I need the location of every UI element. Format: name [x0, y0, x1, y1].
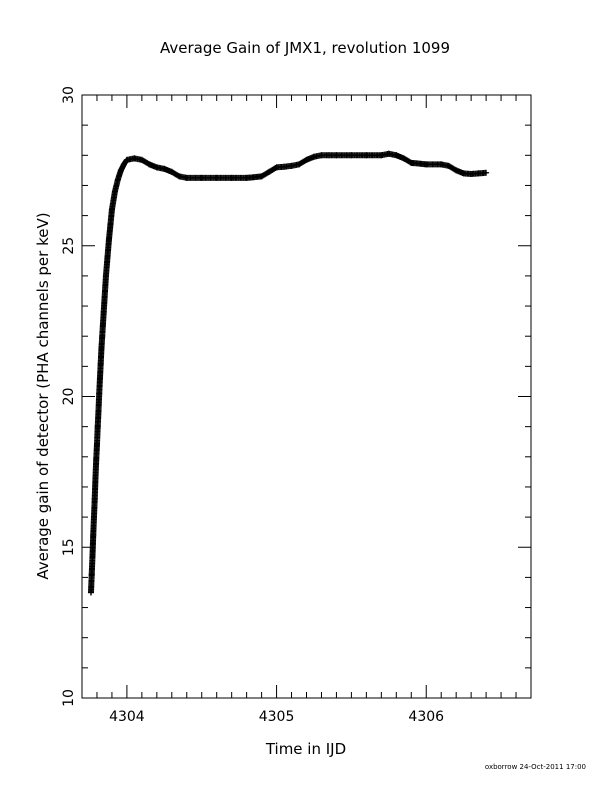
- data-point: [378, 152, 385, 159]
- data-point: [123, 156, 130, 163]
- data-point: [176, 173, 183, 180]
- data-point: [318, 152, 325, 159]
- y-tick-label-25: 25: [61, 237, 77, 255]
- data-point: [198, 174, 205, 181]
- data-point: [138, 156, 145, 163]
- y-tick-label-30: 30: [61, 86, 77, 104]
- data-point: [423, 161, 430, 168]
- data-point: [94, 423, 101, 430]
- data-point: [348, 152, 355, 159]
- data-point: [258, 173, 265, 180]
- data-point: [296, 161, 303, 168]
- data-point: [87, 589, 94, 596]
- y-tick-label-10: 10: [61, 689, 77, 707]
- data-point: [168, 168, 175, 175]
- y-tick-label-20: 20: [61, 388, 77, 406]
- data-point: [104, 254, 111, 261]
- x-axis-label: Time in IJD: [265, 740, 346, 758]
- data-point: [99, 321, 106, 328]
- chart-title: Average Gain of JMX1, revolution 1099: [160, 39, 450, 57]
- data-point: [100, 309, 107, 316]
- data-point: [438, 161, 445, 168]
- data-point: [114, 176, 121, 183]
- plot-frame: [81, 94, 532, 699]
- data-point: [90, 532, 97, 539]
- data-point: [213, 174, 220, 181]
- y-tick-labels: 10 15 20 25 30: [61, 86, 77, 707]
- data-point: [288, 162, 295, 169]
- data-point: [483, 169, 490, 176]
- data-point: [408, 159, 415, 166]
- data-point: [105, 236, 112, 243]
- data-point: [98, 345, 105, 352]
- y-axis-label: Average gain of detector (PHA channels p…: [34, 212, 52, 579]
- data-point: [161, 165, 168, 172]
- data-markers: [87, 150, 490, 596]
- data-point: [90, 514, 97, 521]
- data-point: [102, 272, 109, 279]
- data-point: [475, 170, 482, 177]
- x-tick-label-4305: 4305: [259, 709, 295, 725]
- data-point: [468, 170, 475, 177]
- data-point: [310, 153, 317, 160]
- data-point: [131, 155, 138, 162]
- data-point: [460, 170, 467, 177]
- y-tick-label-15: 15: [61, 538, 77, 556]
- data-point: [99, 333, 106, 340]
- data-point: [183, 174, 190, 181]
- data-point: [385, 150, 392, 157]
- data-point: [89, 553, 96, 560]
- data-point: [97, 360, 104, 367]
- data-point: [120, 161, 127, 168]
- data-point: [153, 164, 160, 171]
- data-point: [146, 161, 153, 168]
- data-point: [108, 206, 115, 213]
- data-point: [107, 221, 114, 228]
- axis-ticks: [81, 94, 532, 699]
- data-point: [101, 297, 108, 304]
- data-point: [400, 155, 407, 162]
- data-point: [325, 152, 332, 159]
- data-point: [95, 408, 102, 415]
- data-point: [453, 167, 460, 174]
- data-point: [102, 284, 109, 291]
- data-point: [273, 164, 280, 171]
- data-point: [266, 168, 273, 175]
- x-tick-label-4306: 4306: [408, 709, 444, 725]
- data-point: [281, 163, 288, 170]
- data-point: [445, 162, 452, 169]
- data-point: [363, 152, 370, 159]
- data-point: [228, 174, 235, 181]
- data-point: [111, 188, 118, 195]
- credit-label: oxborrow 24-Oct-2011 17:00: [485, 763, 586, 771]
- data-point: [393, 152, 400, 159]
- data-point: [91, 496, 98, 503]
- data-point: [93, 456, 100, 463]
- data-point: [96, 390, 103, 397]
- data-point: [333, 152, 340, 159]
- data-point: [303, 156, 310, 163]
- data-point: [88, 571, 95, 578]
- data-point: [92, 474, 99, 481]
- data-point: [96, 375, 103, 382]
- x-tick-label-4304: 4304: [109, 709, 145, 725]
- data-point: [243, 174, 250, 181]
- data-point: [117, 167, 124, 174]
- data-point: [93, 441, 100, 448]
- x-tick-labels: 4304 4305 4306: [109, 709, 444, 725]
